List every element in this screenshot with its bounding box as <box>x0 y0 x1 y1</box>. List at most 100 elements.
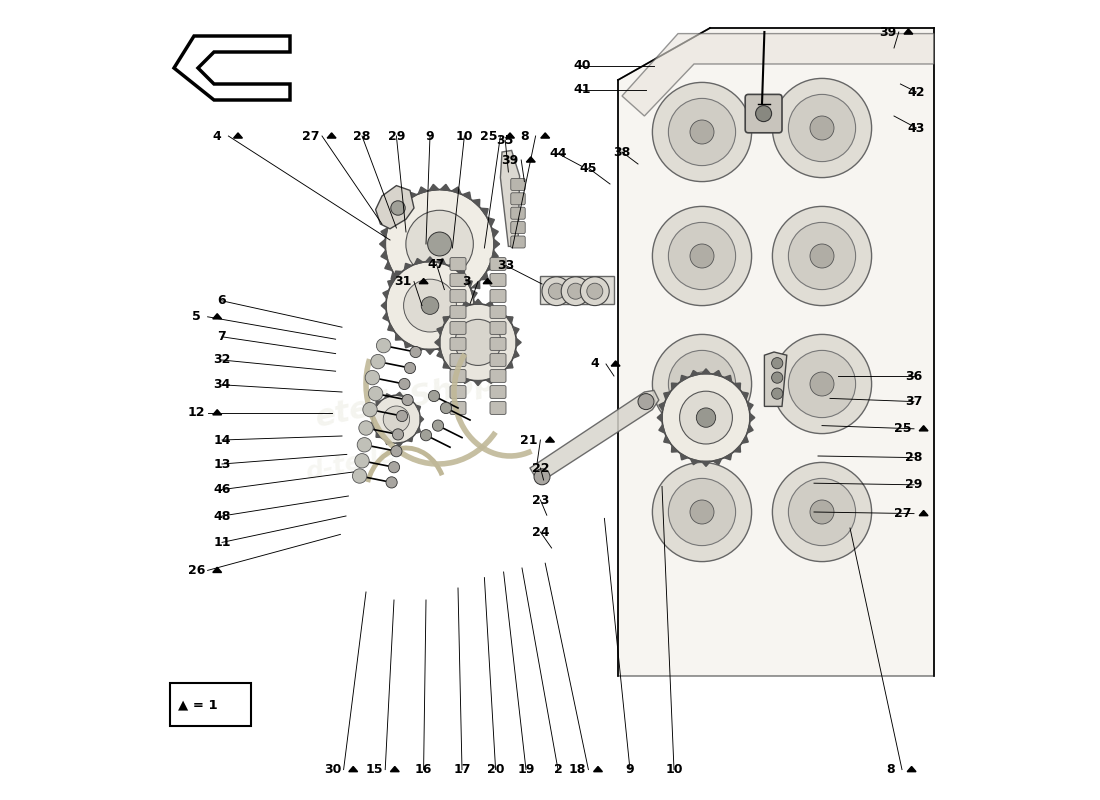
Polygon shape <box>663 436 670 443</box>
Polygon shape <box>724 375 732 382</box>
Polygon shape <box>379 239 385 249</box>
FancyBboxPatch shape <box>490 258 506 270</box>
Text: 28: 28 <box>905 451 923 464</box>
Text: 13: 13 <box>213 458 231 470</box>
FancyBboxPatch shape <box>450 322 466 334</box>
Circle shape <box>534 469 550 485</box>
Polygon shape <box>462 192 471 199</box>
Polygon shape <box>657 414 662 422</box>
Text: 4: 4 <box>212 130 221 142</box>
Polygon shape <box>383 313 388 321</box>
Polygon shape <box>750 414 755 422</box>
Text: 20: 20 <box>487 763 504 776</box>
Circle shape <box>359 421 373 435</box>
Polygon shape <box>920 426 928 431</box>
Circle shape <box>404 279 456 332</box>
Polygon shape <box>481 208 488 216</box>
Circle shape <box>373 395 420 443</box>
Circle shape <box>638 394 654 410</box>
Text: 21: 21 <box>520 434 538 446</box>
Circle shape <box>390 201 405 215</box>
Text: 25: 25 <box>481 130 498 142</box>
Circle shape <box>680 391 733 444</box>
Polygon shape <box>458 271 464 278</box>
Circle shape <box>355 454 370 468</box>
Polygon shape <box>513 326 519 334</box>
Polygon shape <box>390 766 399 772</box>
Polygon shape <box>370 410 374 417</box>
Text: 11: 11 <box>213 536 231 549</box>
Polygon shape <box>443 317 450 323</box>
Polygon shape <box>702 369 711 374</box>
Polygon shape <box>663 392 670 399</box>
Polygon shape <box>233 133 242 138</box>
Polygon shape <box>920 510 928 516</box>
FancyBboxPatch shape <box>490 306 506 318</box>
Circle shape <box>662 374 750 462</box>
FancyBboxPatch shape <box>490 402 506 414</box>
Polygon shape <box>440 184 450 190</box>
Polygon shape <box>396 442 403 446</box>
Text: 32: 32 <box>213 354 231 366</box>
Circle shape <box>363 402 377 417</box>
Text: 43: 43 <box>908 122 925 134</box>
Text: 30: 30 <box>323 763 341 776</box>
Polygon shape <box>474 381 482 386</box>
Polygon shape <box>724 454 732 460</box>
Text: 26: 26 <box>188 564 205 577</box>
Text: 17: 17 <box>453 763 471 776</box>
Circle shape <box>789 478 856 546</box>
Circle shape <box>652 82 751 182</box>
Text: 29: 29 <box>387 130 405 142</box>
FancyBboxPatch shape <box>510 193 525 205</box>
Circle shape <box>386 477 397 488</box>
Polygon shape <box>434 338 440 346</box>
Polygon shape <box>212 567 221 573</box>
Text: 15: 15 <box>365 763 383 776</box>
Circle shape <box>440 304 516 381</box>
Polygon shape <box>516 338 521 346</box>
Polygon shape <box>621 34 934 116</box>
Polygon shape <box>546 437 554 442</box>
Polygon shape <box>381 250 387 260</box>
Polygon shape <box>465 280 472 287</box>
Circle shape <box>421 297 439 314</box>
Polygon shape <box>486 378 494 383</box>
Circle shape <box>365 370 380 385</box>
Polygon shape <box>462 289 471 296</box>
Text: 46: 46 <box>213 483 231 496</box>
Polygon shape <box>405 263 411 270</box>
Text: 3: 3 <box>462 275 471 288</box>
Polygon shape <box>530 390 659 483</box>
Polygon shape <box>747 425 754 433</box>
Circle shape <box>789 350 856 418</box>
Polygon shape <box>472 281 480 289</box>
Polygon shape <box>527 157 536 162</box>
Circle shape <box>385 190 494 298</box>
Polygon shape <box>474 299 482 304</box>
Polygon shape <box>437 346 446 353</box>
Circle shape <box>581 277 609 306</box>
Polygon shape <box>659 425 664 433</box>
Polygon shape <box>385 394 392 398</box>
Circle shape <box>405 362 416 374</box>
Polygon shape <box>387 280 394 287</box>
Polygon shape <box>392 272 398 280</box>
Circle shape <box>586 283 603 299</box>
Polygon shape <box>671 383 678 390</box>
FancyBboxPatch shape <box>450 386 466 398</box>
Circle shape <box>568 283 584 299</box>
Polygon shape <box>327 133 336 138</box>
Polygon shape <box>415 258 422 265</box>
Circle shape <box>669 350 736 418</box>
Polygon shape <box>474 302 478 310</box>
Polygon shape <box>418 187 428 194</box>
Text: 34: 34 <box>213 378 231 391</box>
Circle shape <box>440 402 452 414</box>
Text: 41: 41 <box>573 83 591 96</box>
Circle shape <box>789 222 856 290</box>
Circle shape <box>652 334 751 434</box>
Circle shape <box>549 283 564 299</box>
Polygon shape <box>506 133 515 138</box>
FancyBboxPatch shape <box>490 290 506 302</box>
